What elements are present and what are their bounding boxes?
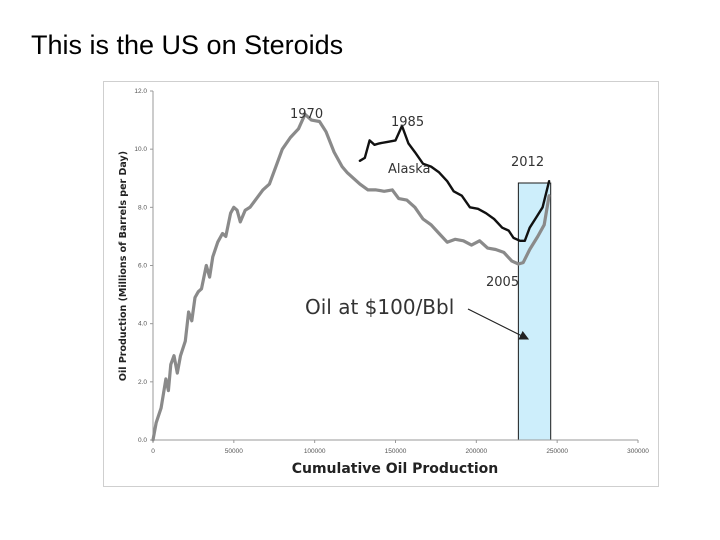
x-tick-label: 250000 <box>546 448 568 455</box>
y-tick-label: 6.0 <box>138 263 147 270</box>
annotation-1970: 1970 <box>290 107 323 122</box>
chart-frame <box>103 81 659 487</box>
slide-title: This is the US on Steroids <box>31 30 344 60</box>
x-tick-label: 300000 <box>627 448 649 455</box>
annotation-arrow <box>467 308 530 340</box>
x-tick-label: 0 <box>151 448 155 455</box>
annotation-alaska: Alaska <box>388 162 431 177</box>
y-tick-label: 12.0 <box>134 88 147 95</box>
x-axis-label: Cumulative Oil Production <box>292 461 499 477</box>
y-tick-label: 4.0 <box>138 321 147 328</box>
y-axis-label: Oil Production (Millions of Barrels per … <box>118 151 129 381</box>
y-tick-label: 0.0 <box>138 437 147 444</box>
x-tick-label: 200000 <box>465 448 487 455</box>
x-tick-label: 50000 <box>225 448 243 455</box>
y-tick-label: 2.0 <box>138 379 147 386</box>
x-tick-label: 150000 <box>385 448 407 455</box>
series-line-with-alaska <box>358 124 551 242</box>
annotation-2012: 2012 <box>511 155 544 170</box>
y-tick-label: 8.0 <box>138 204 147 211</box>
annotation-oil-price: Oil at $100/Bbl <box>305 295 454 319</box>
annotation-2005: 2005 <box>486 275 519 290</box>
x-tick-label: 100000 <box>304 448 326 455</box>
annotation-1985: 1985 <box>391 115 424 130</box>
series-line-lower48 <box>151 112 551 442</box>
y-tick-label: 10.0 <box>134 146 147 153</box>
